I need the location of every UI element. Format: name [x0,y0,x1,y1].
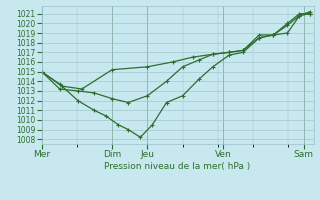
X-axis label: Pression niveau de la mer( hPa ): Pression niveau de la mer( hPa ) [104,162,251,171]
